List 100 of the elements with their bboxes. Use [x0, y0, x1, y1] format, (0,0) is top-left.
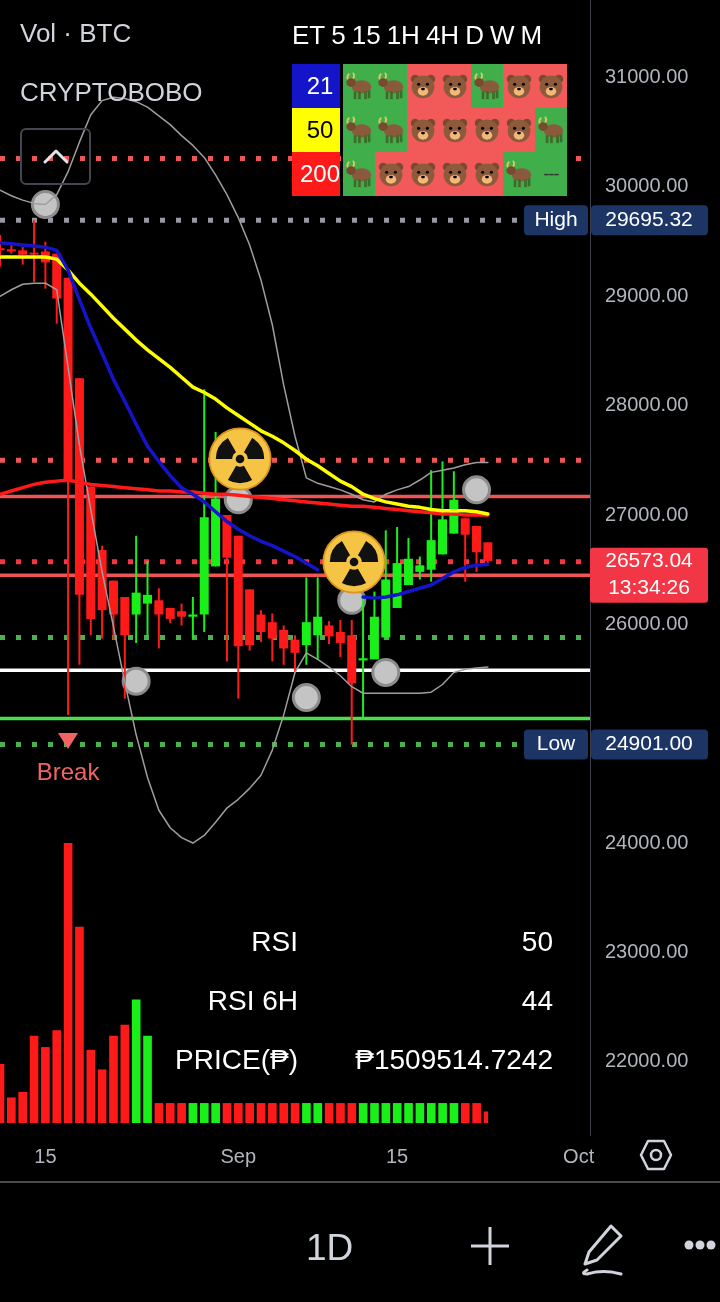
- bar: [143, 1035, 152, 1123]
- bar: [313, 1103, 323, 1123]
- bar: [97, 1069, 107, 1123]
- annotation: Low: [536, 731, 577, 755]
- candlestick: [256, 609, 266, 643]
- y-tick-label: 24000.00: [605, 830, 689, 853]
- text: 13:34:26: [608, 575, 690, 599]
- bar: [370, 1103, 379, 1123]
- annotation: RSI: [251, 926, 298, 957]
- bar: [63, 843, 73, 1123]
- legend-label: 200: [300, 152, 341, 196]
- bar: [188, 1103, 198, 1123]
- y-tick-label: 30000.00: [605, 174, 689, 197]
- bar: [324, 1103, 334, 1123]
- annotation: 4H: [425, 20, 460, 50]
- bar: [18, 1091, 28, 1123]
- annotation: ---: [542, 164, 560, 184]
- annotation: D: [465, 20, 484, 50]
- y-tick-label: 26000.00: [605, 611, 689, 634]
- bar: [336, 1103, 345, 1123]
- bar: [222, 1103, 232, 1123]
- candlestick: [188, 596, 198, 640]
- bar: [75, 926, 84, 1123]
- legend-label: 50: [300, 108, 340, 152]
- bar: [302, 1103, 311, 1123]
- y-tick-label: 29000.00: [605, 283, 689, 306]
- ref-line-label: 29695.32: [605, 207, 693, 231]
- candlestick: [290, 634, 300, 674]
- bar: [131, 999, 141, 1123]
- ref-line-label: 24901.00: [605, 731, 693, 755]
- bar: [29, 1035, 39, 1123]
- candlestick: [143, 559, 152, 637]
- annotation: 15: [351, 20, 381, 50]
- annotation: 44: [521, 985, 553, 1016]
- annotation: PRICE(₱): [175, 1044, 298, 1075]
- bar: [290, 1103, 300, 1123]
- bar: [177, 1103, 186, 1123]
- candlestick: [313, 576, 323, 661]
- annotation: W: [489, 20, 515, 50]
- annotation: 1H: [386, 20, 420, 50]
- x-tick-label: Sep: [220, 1144, 257, 1167]
- text: Vol · BTC: [20, 18, 132, 48]
- annotation: High: [534, 207, 578, 231]
- y-tick-label: 22000.00: [605, 1049, 689, 1072]
- text: CRYPTOBOBO: [20, 77, 203, 107]
- y-tick-label: 27000.00: [605, 502, 689, 525]
- annotation: 50: [521, 926, 553, 957]
- candlestick: [324, 620, 334, 646]
- candlestick: [335, 618, 345, 659]
- annotation: ET: [292, 20, 326, 50]
- bar: [358, 1103, 368, 1123]
- candlestick: [415, 555, 425, 581]
- ref-line-label: 26573.04: [605, 548, 694, 572]
- bar: [86, 1049, 96, 1123]
- bar: [392, 1103, 402, 1123]
- bar: [199, 1103, 209, 1123]
- bar: [404, 1103, 413, 1123]
- candlestick: [267, 612, 277, 663]
- bar: [268, 1103, 277, 1123]
- candlestick: [279, 624, 289, 666]
- legend-label: 21: [300, 64, 340, 108]
- candlestick: [29, 219, 39, 284]
- bar: [41, 1047, 50, 1123]
- candlestick: [154, 587, 164, 650]
- bar: [245, 1103, 254, 1123]
- x-tick-label: 15: [385, 1144, 409, 1167]
- annotation: Break: [36, 757, 101, 785]
- bar: [256, 1103, 266, 1123]
- bar: [234, 1103, 243, 1123]
- annotation: 5: [331, 20, 346, 50]
- point: [30, 189, 60, 219]
- point: [371, 657, 401, 687]
- bar: [211, 1103, 220, 1123]
- bar: [154, 1103, 164, 1123]
- bar: [347, 1103, 357, 1123]
- bar: [109, 1035, 118, 1123]
- signal-grid: ---: [343, 64, 567, 196]
- annotation: M: [520, 20, 543, 50]
- bar: [415, 1103, 425, 1123]
- candlestick: [301, 576, 311, 666]
- bar: [449, 1103, 459, 1123]
- point: [462, 475, 492, 505]
- annotation: RSI 6H: [207, 985, 298, 1016]
- point: [121, 666, 151, 696]
- bar: [52, 1030, 62, 1123]
- bar: [438, 1103, 447, 1123]
- bar: [426, 1103, 436, 1123]
- candlestick: [483, 541, 493, 565]
- y-tick-label: 23000.00: [605, 939, 689, 962]
- annotation: ₱1509514.7242: [355, 1044, 553, 1075]
- bar: [381, 1103, 391, 1123]
- y-tick-label: 28000.00: [605, 393, 689, 416]
- bar: [120, 1024, 130, 1123]
- bar: [279, 1103, 289, 1123]
- x-tick-label: 15: [34, 1144, 57, 1167]
- bar: [460, 1103, 470, 1123]
- candlestick: [131, 534, 141, 644]
- text: 1D: [306, 1227, 354, 1268]
- candlestick: [177, 602, 187, 627]
- point: [291, 683, 321, 713]
